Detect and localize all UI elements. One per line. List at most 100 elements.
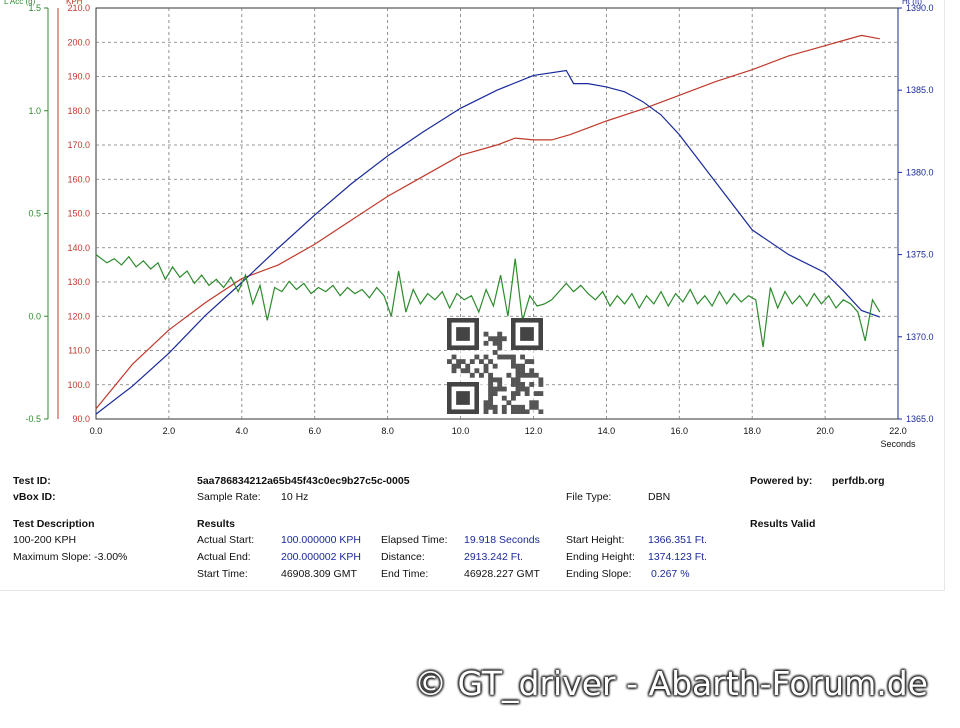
qr-module: [460, 359, 466, 365]
qr-module: [511, 359, 516, 365]
qr-module: [488, 336, 494, 342]
qr-module: [497, 386, 503, 392]
height-tick-label: 1365.0: [906, 414, 934, 424]
qr-module: [492, 350, 498, 355]
elapsed-time-value: 19.918 Seconds: [464, 534, 540, 546]
qr-module: [447, 359, 452, 365]
qr-module: [520, 372, 526, 378]
qr-module: [511, 409, 516, 414]
accel-tick-label: 1.0: [28, 106, 41, 116]
max-slope-text: Maximum Slope: -3.00%: [13, 551, 128, 563]
results-label: Results: [197, 518, 235, 530]
ending-height-value: 1374.123 Ft.: [648, 551, 707, 563]
qr-module: [515, 363, 521, 369]
qr-module: [511, 404, 516, 410]
qr-module: [501, 354, 507, 360]
x-tick-label: 14.0: [598, 426, 616, 436]
qr-module: [497, 331, 503, 337]
qr-module: [529, 359, 535, 365]
x-tick-label: 16.0: [671, 426, 689, 436]
powered-by-value: perfdb.org: [832, 475, 885, 487]
qr-module: [456, 359, 462, 365]
qr-finder-inner: [520, 327, 534, 341]
qr-module: [529, 372, 535, 378]
qr-module: [538, 382, 544, 387]
qr-module: [533, 400, 539, 406]
qr-module: [492, 336, 498, 342]
x-tick-label: 4.0: [236, 426, 249, 436]
qr-module: [501, 404, 507, 410]
qr-module: [520, 386, 526, 392]
qr-module: [506, 400, 512, 406]
accel-tick-label: 0.0: [28, 311, 41, 321]
speed-tick-label: 210.0: [67, 3, 90, 13]
qr-module: [501, 336, 507, 342]
qr-module: [520, 382, 526, 387]
distance-value: 2913.242 Ft.: [464, 551, 523, 563]
results-valid-label: Results Valid: [750, 518, 816, 530]
qr-module: [460, 368, 466, 374]
speed-tick-label: 110.0: [68, 346, 90, 356]
speed-tick-label: 90.0: [72, 414, 90, 424]
qr-module: [520, 368, 526, 374]
qr-finder-inner: [456, 327, 470, 341]
qr-module: [483, 363, 489, 369]
speed-tick-label: 140.0: [67, 243, 90, 253]
qr-module: [524, 386, 530, 392]
qr-module: [488, 372, 494, 378]
qr-code-image: [447, 318, 544, 414]
qr-module: [465, 363, 471, 369]
speed-tick-label: 170.0: [67, 140, 90, 150]
height-series-line: [95, 69, 881, 415]
ending-slope-label: Ending Slope:: [566, 568, 632, 580]
qr-module: [511, 382, 516, 387]
powered-by-label: Powered by:: [750, 475, 813, 487]
qr-module: [506, 354, 512, 360]
qr-module: [497, 354, 503, 360]
qr-module: [529, 382, 535, 387]
end-time-label: End Time:: [381, 568, 429, 580]
qr-module: [483, 404, 489, 410]
qr-module: [538, 409, 544, 414]
qr-module: [497, 336, 503, 342]
qr-module: [501, 409, 507, 414]
qr-module: [524, 372, 530, 378]
qr-module: [483, 409, 489, 414]
speed-tick-label: 100.0: [67, 380, 90, 390]
qr-module: [501, 386, 507, 392]
qr-module: [492, 404, 498, 410]
qr-module: [465, 368, 471, 374]
accel-tick-label: 1.5: [28, 3, 41, 13]
sample-rate-label: Sample Rate:: [197, 491, 261, 503]
speed-tick-label: 180.0: [67, 106, 90, 116]
qr-module: [506, 372, 512, 378]
actual-end-label: Actual End:: [197, 551, 251, 563]
start-height-value: 1366.351 Ft.: [648, 534, 707, 546]
qr-module: [538, 391, 544, 397]
qr-module: [511, 391, 516, 397]
qr-module: [483, 368, 489, 374]
qr-module: [533, 372, 539, 378]
qr-module: [529, 400, 535, 406]
speed-tick-label: 120.0: [67, 311, 90, 321]
qr-module: [479, 372, 484, 378]
distance-label: Distance:: [381, 551, 425, 563]
qr-module: [488, 359, 494, 365]
start-height-label: Start Height:: [566, 534, 625, 546]
qr-module: [469, 372, 475, 378]
qr-module: [533, 404, 539, 410]
qr-module: [488, 386, 494, 392]
qr-module: [511, 377, 516, 383]
height-tick-label: 1380.0: [906, 167, 934, 177]
test-id-label: Test ID:: [13, 475, 51, 487]
qr-module: [515, 372, 521, 378]
qr-module: [497, 340, 503, 346]
qr-module: [511, 354, 516, 360]
qr-module: [492, 363, 498, 369]
copyright-watermark: © GT_driver - Abarth-Forum.de: [414, 664, 928, 703]
start-time-value: 46908.309 GMT: [281, 568, 357, 580]
qr-module: [529, 404, 535, 410]
actual-end-value: 200.000002 KPH: [281, 551, 361, 563]
qr-module: [524, 391, 530, 397]
qr-module: [520, 354, 526, 360]
